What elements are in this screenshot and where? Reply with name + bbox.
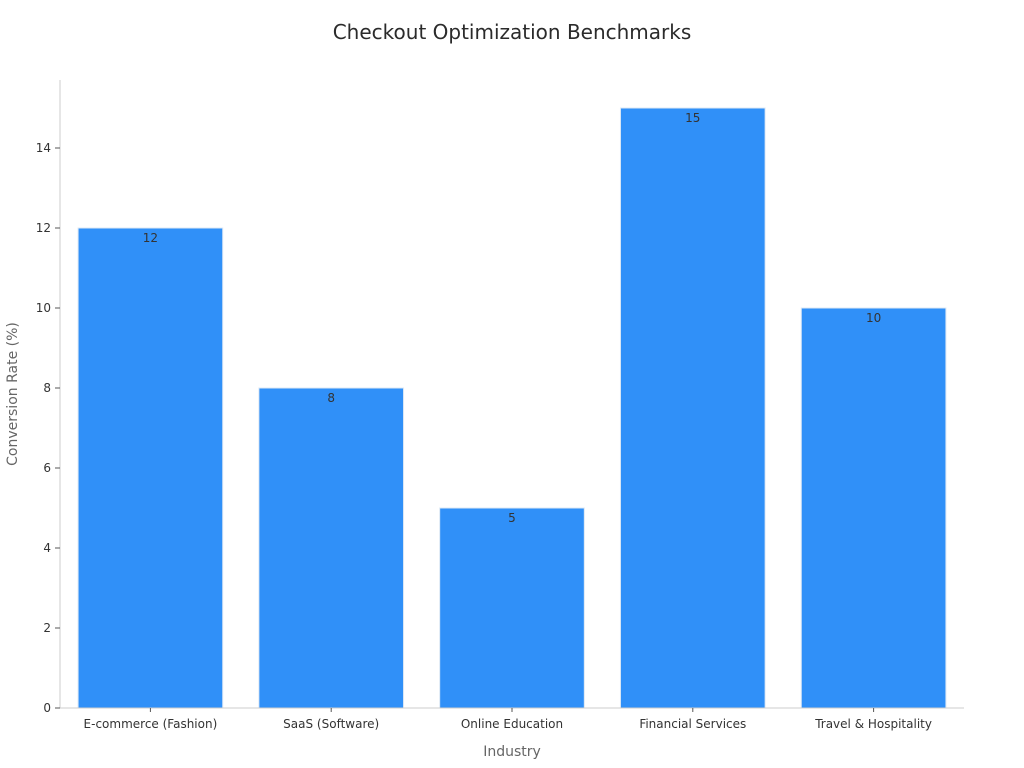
bar-value-label: 10: [866, 311, 881, 325]
y-tick-label: 14: [36, 141, 51, 155]
bar-1: [258, 387, 405, 709]
y-tick-label: 8: [43, 381, 51, 395]
bar-value-label: 12: [143, 231, 158, 245]
y-tick-label: 10: [36, 301, 51, 315]
bar-value-labels: 12 8 5 15 10: [143, 111, 881, 525]
bar-0: [77, 227, 224, 709]
y-axis-title: Conversion Rate (%): [5, 322, 21, 466]
x-tick-label: Financial Services: [639, 717, 746, 731]
x-tick-label: Travel & Hospitality: [814, 717, 932, 731]
x-tick-label: SaaS (Software): [283, 717, 379, 731]
y-tick-label: 2: [43, 621, 51, 635]
x-tick-label: Online Education: [461, 717, 563, 731]
y-tick-label: 4: [43, 541, 51, 555]
y-tick-label: 12: [36, 221, 51, 235]
x-ticks: E-commerce (Fashion) SaaS (Software) Onlin…: [84, 708, 932, 731]
bar-4: [800, 307, 947, 709]
x-axis-title: Industry: [483, 744, 541, 760]
bar-value-label: 15: [685, 111, 700, 125]
y-tick-label: 6: [43, 461, 51, 475]
x-tick-label: E-commerce (Fashion): [84, 717, 218, 731]
bar-value-label: 8: [327, 391, 335, 405]
bar-2: [439, 507, 585, 709]
y-ticks: 0 2 4 6 8 10 12 14: [36, 141, 60, 715]
y-tick-label: 0: [43, 701, 51, 715]
bar-3: [619, 107, 766, 709]
chart-title: Checkout Optimization Benchmarks: [332, 20, 692, 44]
bars-layer: [77, 107, 947, 709]
bar-value-label: 5: [508, 511, 516, 525]
